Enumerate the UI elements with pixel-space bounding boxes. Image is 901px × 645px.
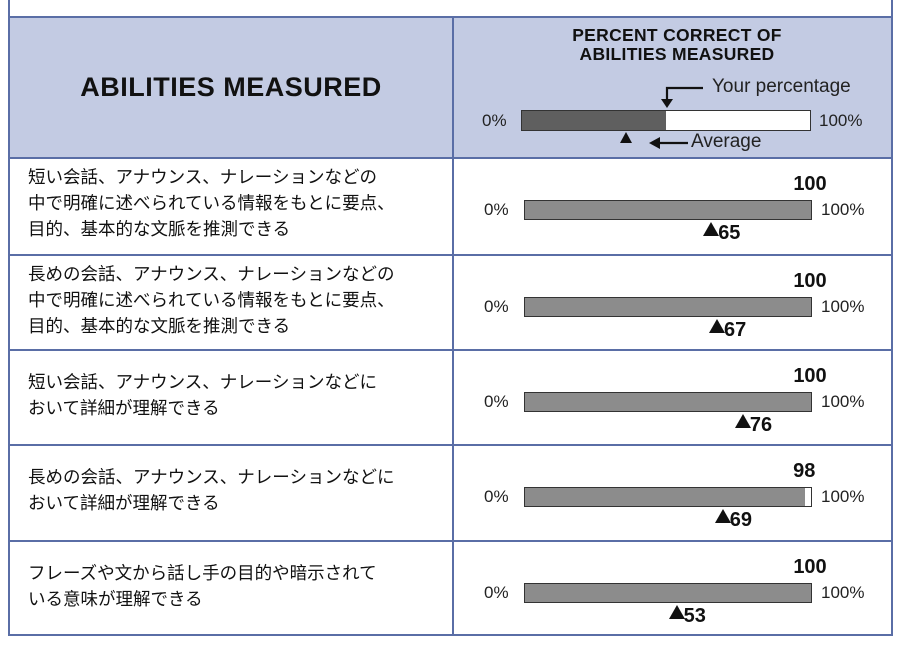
max-percent-label: 100% — [821, 487, 865, 506]
divider — [8, 540, 893, 542]
average-value: 67 — [723, 319, 747, 341]
percent-correct-heading-line2: ABILITIES MEASURED — [579, 44, 775, 64]
your-score-value: 100 — [793, 365, 827, 387]
average-marker-icon — [714, 509, 731, 523]
your-score-value: 100 — [793, 173, 827, 195]
divider — [8, 349, 893, 351]
score-bar — [524, 392, 812, 412]
ability-description: 短い会話、アナウンス、ナレーションなどの 中で明確に述べられている情報をもとに要点… — [28, 165, 395, 243]
ability-description-line: 短い会話、アナウンス、ナレーションなどに — [28, 372, 377, 393]
score-table — [8, 0, 893, 636]
average-value: 65 — [718, 222, 741, 244]
score-bar — [524, 200, 812, 220]
average-marker-icon — [620, 132, 632, 143]
average-arrow-icon — [649, 137, 688, 149]
max-percent-label: 100% — [821, 583, 865, 602]
average-value: 76 — [749, 414, 773, 436]
your-percentage-label: Your percentage — [712, 76, 851, 97]
ability-description: 短い会話、アナウンス、ナレーションなどに おいて詳細が理解できる — [28, 370, 377, 422]
your-percentage-arrow-icon — [661, 86, 703, 108]
your-score-value: 100 — [793, 556, 827, 578]
average-value: 69 — [729, 509, 752, 531]
score-bar — [524, 583, 812, 603]
ability-description-line: 中で明確に述べられている情報をもとに要点、 — [28, 194, 395, 214]
ability-description: フレーズや文から話し手の目的や暗示されて いる意味が理解できる — [28, 561, 377, 613]
max-percent-label: 100% — [821, 392, 865, 411]
score-bar — [524, 297, 812, 317]
average-marker-icon — [708, 319, 725, 333]
score-bar-fill — [525, 393, 811, 411]
min-percent-label: 0% — [484, 297, 509, 316]
divider — [8, 16, 893, 18]
abilities-measured-heading: ABILITIES MEASURED — [80, 72, 382, 102]
ability-description-line: 長めの会話、アナウンス、ナレーションなどの — [28, 264, 395, 285]
ability-description-line: 短い会話、アナウンス、ナレーションなどの — [28, 168, 377, 188]
divider — [8, 444, 893, 446]
column-divider — [452, 16, 454, 636]
divider — [8, 254, 893, 256]
legend-min-label: 0% — [482, 111, 507, 130]
ability-description: 長めの会話、アナウンス、ナレーションなどに おいて詳細が理解できる — [28, 465, 394, 517]
percent-correct-heading: PERCENT CORRECT OF ABILITIES MEASURED — [454, 26, 900, 64]
score-bar-fill — [525, 201, 811, 219]
legend-max-label: 100% — [819, 111, 863, 130]
ability-description-line: 目的、基本的な文脈を推測できる — [28, 316, 291, 337]
max-percent-label: 100% — [821, 200, 865, 219]
your-score-value: 100 — [793, 270, 827, 292]
ability-description-line: おいて詳細が理解できる — [28, 494, 220, 514]
ability-description-line: 目的、基本的な文脈を推測できる — [28, 220, 291, 240]
score-bar-fill — [525, 584, 811, 602]
ability-description-line: おいて詳細が理解できる — [28, 398, 220, 419]
percent-correct-heading-line1: PERCENT CORRECT OF — [572, 25, 782, 45]
divider — [8, 157, 893, 159]
ability-description: 長めの会話、アナウンス、ナレーションなどの 中で明確に述べられている情報をもとに要… — [28, 262, 395, 340]
score-bar-fill — [525, 488, 806, 506]
min-percent-label: 0% — [484, 392, 509, 411]
legend-bar — [521, 110, 811, 131]
average-marker-icon — [703, 222, 720, 236]
ability-description-line: いる意味が理解できる — [28, 590, 203, 610]
min-percent-label: 0% — [484, 200, 509, 219]
ability-description-line: フレーズや文から話し手の目的や暗示されて — [28, 564, 377, 584]
average-value: 53 — [683, 605, 706, 627]
ability-description-line: 中で明確に述べられている情報をもとに要点、 — [28, 290, 395, 311]
max-percent-label: 100% — [821, 297, 865, 316]
average-marker-icon — [668, 605, 685, 619]
your-score-value: 98 — [793, 460, 816, 482]
ability-description-line: 長めの会話、アナウンス、ナレーションなどに — [28, 468, 395, 488]
score-bar — [524, 487, 812, 507]
score-bar-fill — [525, 298, 811, 316]
average-label: Average — [691, 131, 762, 152]
average-marker-icon — [734, 414, 751, 428]
min-percent-label: 0% — [484, 487, 509, 506]
min-percent-label: 0% — [484, 583, 509, 602]
legend-bar-fill — [522, 111, 666, 130]
table-header — [10, 18, 891, 157]
